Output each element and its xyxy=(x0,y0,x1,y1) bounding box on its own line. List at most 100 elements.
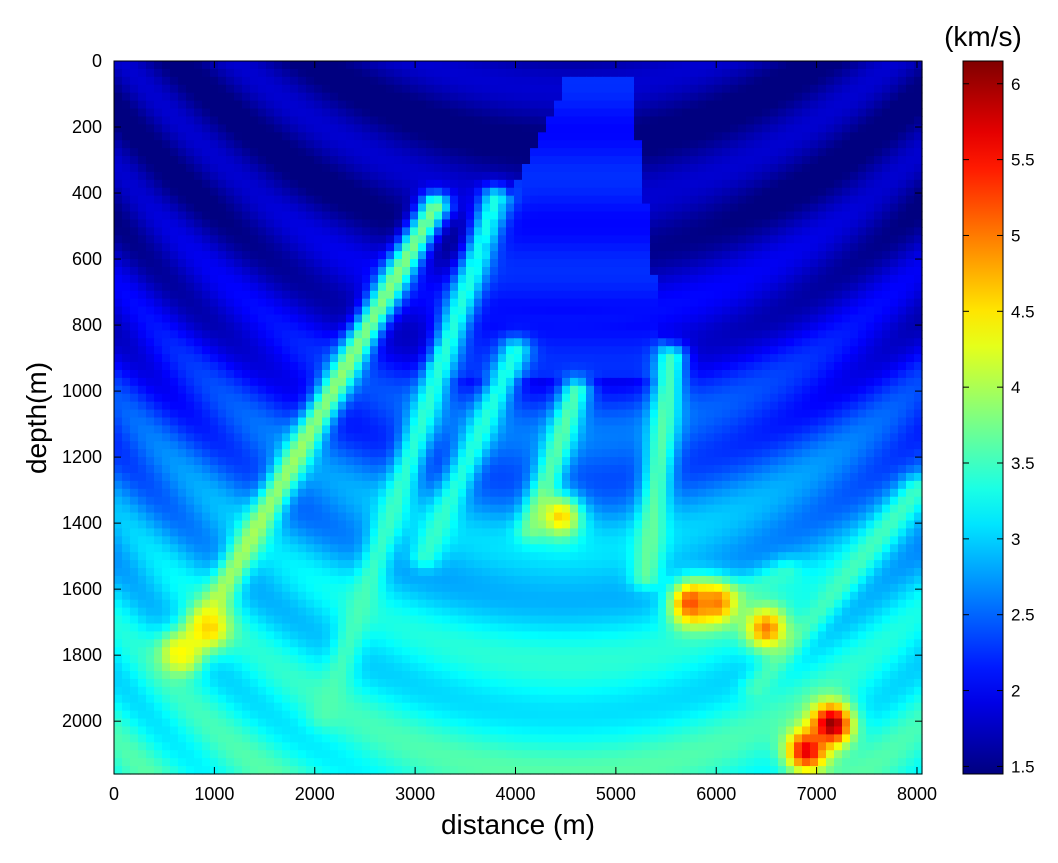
heatmap-cell xyxy=(674,377,683,387)
heatmap-cell xyxy=(858,140,867,149)
heatmap-cell xyxy=(178,393,187,403)
heatmap-cell xyxy=(530,156,539,165)
heatmap-cell xyxy=(714,195,723,205)
heatmap-cell xyxy=(706,377,715,387)
heatmap-cell xyxy=(698,68,707,78)
heatmap-cell xyxy=(218,338,227,347)
heatmap-cell xyxy=(506,235,515,244)
heatmap-cell xyxy=(258,227,267,236)
heatmap-cell xyxy=(330,259,339,268)
heatmap-cell xyxy=(554,243,563,252)
heatmap-cell xyxy=(666,290,675,300)
heatmap-cell xyxy=(914,377,923,387)
heatmap-cell xyxy=(562,290,571,300)
heatmap-cell xyxy=(674,61,683,70)
heatmap-cell xyxy=(682,362,691,371)
heatmap-cell xyxy=(322,251,331,260)
heatmap-cell xyxy=(722,61,731,70)
heatmap-cell xyxy=(834,219,843,228)
heatmap-cell xyxy=(562,171,571,181)
heatmap-cell xyxy=(642,251,651,260)
heatmap-cell xyxy=(826,330,835,339)
heatmap-cell xyxy=(898,203,907,213)
heatmap-cell xyxy=(402,354,411,363)
heatmap-cell xyxy=(690,76,699,86)
heatmap-cell xyxy=(258,282,267,292)
heatmap-cell xyxy=(746,369,755,379)
heatmap-cell xyxy=(490,108,499,118)
heatmap-cell xyxy=(338,409,347,419)
heatmap-cell xyxy=(122,100,131,110)
heatmap-cell xyxy=(258,148,267,157)
heatmap-cell xyxy=(618,132,627,141)
heatmap-cell xyxy=(858,282,867,292)
heatmap-cell xyxy=(442,148,451,157)
heatmap-cell xyxy=(282,409,291,419)
heatmap-cell xyxy=(346,84,355,94)
heatmap-cell xyxy=(362,433,371,442)
heatmap-cell xyxy=(482,306,491,316)
heatmap-cell xyxy=(546,409,555,419)
heatmap-cell xyxy=(346,346,355,355)
heatmap-cell xyxy=(554,61,563,70)
heatmap-cell xyxy=(370,377,379,387)
heatmap-cell xyxy=(274,100,283,110)
heatmap-cell xyxy=(650,354,659,363)
heatmap-cell xyxy=(586,330,595,339)
heatmap-cell xyxy=(170,187,179,197)
heatmap-cell xyxy=(546,124,555,133)
heatmap-cell xyxy=(690,306,699,316)
heatmap-cell xyxy=(402,441,411,450)
heatmap-cell xyxy=(330,179,339,189)
heatmap-cell xyxy=(298,203,307,213)
heatmap-cell xyxy=(602,266,611,276)
heatmap-cell xyxy=(338,171,347,181)
heatmap-cell xyxy=(706,179,715,189)
heatmap-cell xyxy=(898,227,907,236)
heatmap-cell xyxy=(258,140,267,149)
heatmap-cell xyxy=(906,108,915,118)
heatmap-cell xyxy=(274,425,283,434)
heatmap-cell xyxy=(394,290,403,300)
heatmap-cell xyxy=(578,330,587,339)
heatmap-cell xyxy=(882,156,891,165)
heatmap-cell xyxy=(514,362,523,371)
heatmap-cell xyxy=(370,84,379,94)
heatmap-cell xyxy=(690,441,699,450)
heatmap-cell xyxy=(698,140,707,149)
heatmap-cell xyxy=(418,179,427,189)
heatmap-cell xyxy=(834,116,843,125)
heatmap-cell xyxy=(234,401,243,411)
heatmap-cell xyxy=(266,266,275,276)
heatmap-cell xyxy=(906,401,915,411)
heatmap-cell xyxy=(322,322,331,331)
heatmap-cell xyxy=(626,425,635,434)
heatmap-cell xyxy=(898,108,907,118)
heatmap-cell xyxy=(170,61,179,70)
heatmap-cell xyxy=(266,195,275,205)
heatmap-cell xyxy=(722,401,731,411)
heatmap-cell xyxy=(322,163,331,173)
heatmap-cell xyxy=(378,187,387,197)
heatmap-cell xyxy=(706,409,715,419)
heatmap-cell xyxy=(722,290,731,300)
heatmap-cell xyxy=(258,409,267,419)
heatmap-cell xyxy=(322,393,331,403)
heatmap-cell xyxy=(426,290,435,300)
heatmap-cell xyxy=(474,298,483,308)
heatmap-cell xyxy=(298,338,307,347)
heatmap-cell xyxy=(538,298,547,308)
heatmap-cell xyxy=(650,306,659,316)
heatmap-cell xyxy=(914,195,923,205)
heatmap-cell xyxy=(562,211,571,221)
heatmap-cell xyxy=(362,235,371,244)
heatmap-cell xyxy=(610,322,619,331)
heatmap-cell xyxy=(458,251,467,260)
heatmap-cell xyxy=(658,148,667,157)
heatmap-cell xyxy=(146,68,155,78)
heatmap-cell xyxy=(730,322,739,331)
heatmap-cell xyxy=(418,433,427,442)
heatmap-cell xyxy=(722,76,731,86)
heatmap-cell xyxy=(138,401,147,411)
heatmap-cell xyxy=(778,156,787,165)
